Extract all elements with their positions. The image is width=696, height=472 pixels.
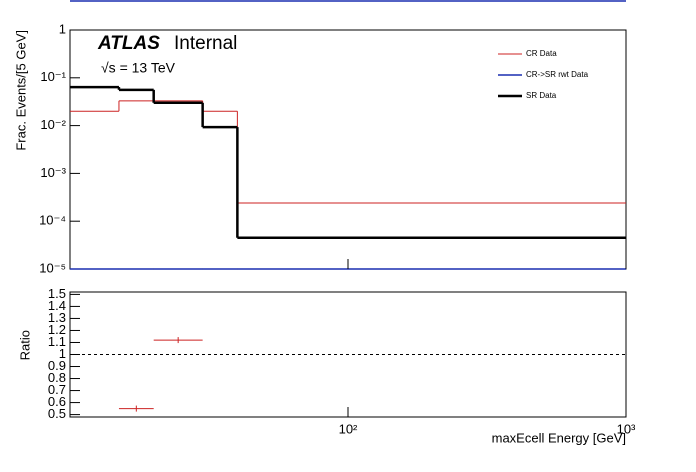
y-tick-label: 1.4 <box>48 298 66 313</box>
energy-label: √s = 13 TeV <box>101 60 176 76</box>
y-tick-label: 0.5 <box>48 406 66 421</box>
x-tick-label: 10² <box>339 421 358 436</box>
legend-label: CR->SR rwt Data <box>526 70 589 79</box>
atlas-label: ATLAS <box>97 33 160 54</box>
y-tick-label: 0.8 <box>48 370 66 385</box>
internal-label: Internal <box>174 33 237 54</box>
y-tick-label: 10⁻¹ <box>40 69 66 84</box>
y-tick-label: 1.5 <box>48 286 66 301</box>
y-tick-label: 0.6 <box>48 394 66 409</box>
legend-label: CR Data <box>526 49 557 58</box>
y-tick-label: 10⁻³ <box>40 165 66 180</box>
y-axis-label: Frac. Events/[5 GeV] <box>13 30 28 151</box>
y-tick-label: 0.7 <box>48 382 66 397</box>
y-tick-label: 10⁻² <box>40 117 66 132</box>
ratio-axis-label: Ratio <box>17 330 32 360</box>
y-tick-label: 1.1 <box>48 334 66 349</box>
y-tick-label: 10⁻⁴ <box>39 213 66 228</box>
x-axis-label: maxEcell Energy [GeV] <box>492 430 626 445</box>
y-tick-label: 1 <box>59 21 66 36</box>
y-tick-label: 10⁻⁵ <box>39 260 66 275</box>
y-tick-label: 0.9 <box>48 358 66 373</box>
y-tick-label: 1.2 <box>48 322 66 337</box>
x-tick-label: 10³ <box>617 421 636 436</box>
y-tick-label: 1.3 <box>48 310 66 325</box>
legend-label: SR Data <box>526 91 557 100</box>
y-tick-label: 1 <box>59 346 66 361</box>
